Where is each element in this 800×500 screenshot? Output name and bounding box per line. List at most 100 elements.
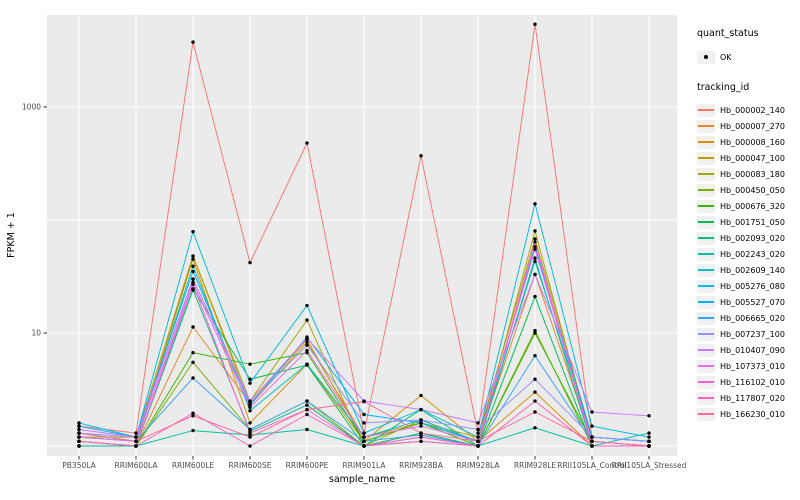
data-point <box>191 269 195 274</box>
data-point <box>248 381 252 385</box>
x-tick-label: RRIM928LE <box>514 461 557 470</box>
x-tick-label: RRIM600LA <box>115 461 159 470</box>
data-point <box>191 414 195 418</box>
line-swatch-icon <box>697 343 715 357</box>
data-point <box>305 340 309 344</box>
data-point <box>305 336 309 340</box>
data-point <box>590 424 594 428</box>
data-point <box>419 439 423 444</box>
data-point <box>419 435 423 439</box>
data-point <box>419 431 423 435</box>
data-point <box>533 240 537 244</box>
data-point <box>362 412 366 417</box>
line-swatch-icon <box>697 103 715 117</box>
data-point <box>362 439 366 444</box>
data-point <box>305 141 309 145</box>
legend-item-label: Hb_000008_160 <box>720 137 785 147</box>
legend-item-label: Hb_166230_010 <box>720 409 785 419</box>
x-tick-label: RRIM600SE <box>229 461 272 470</box>
data-point <box>533 256 537 260</box>
data-point <box>305 303 309 308</box>
legend-item-Hb_166230_010: Hb_166230_010 <box>697 406 800 422</box>
data-point <box>533 331 537 335</box>
data-point <box>191 411 195 415</box>
x-tick-label: RRII105LA_Control <box>557 461 627 470</box>
legend-item-Hb_010407_090: Hb_010407_090 <box>697 342 800 358</box>
legend-item-label: Hb_116102_010 <box>720 377 785 387</box>
legend-item-label: Hb_000002_140 <box>720 105 785 115</box>
legend-item-label: Hb_005527_070 <box>720 297 785 307</box>
legend-item-label: Hb_002093_020 <box>720 233 785 243</box>
y-tick-label: 10 <box>31 329 41 338</box>
data-point <box>191 254 195 258</box>
data-point <box>305 362 309 366</box>
data-point <box>476 421 480 425</box>
legend-item-Hb_107373_010: Hb_107373_010 <box>697 358 800 374</box>
data-point <box>305 427 309 432</box>
x-tick-label: RRIM928LA <box>457 461 501 470</box>
data-point <box>77 439 81 444</box>
legend-item-label: Hb_000047_100 <box>720 153 785 163</box>
x-tick-label: RRIM928BA <box>399 461 444 470</box>
legend-item-ok: OK <box>697 48 800 66</box>
data-point <box>476 431 480 435</box>
fpkm-line-chart: PB350LA RRIM600LA RRIM600LE RRIM600SE RRIM60… <box>6 15 687 485</box>
data-point <box>533 245 537 249</box>
data-point <box>191 282 195 286</box>
data-point <box>248 421 252 425</box>
data-point <box>248 409 252 413</box>
data-point <box>191 325 195 329</box>
data-point <box>533 272 537 277</box>
data-point <box>362 435 366 439</box>
data-point <box>191 257 195 261</box>
legend-item-Hb_007237_100: Hb_007237_100 <box>697 326 800 342</box>
data-point <box>590 435 594 439</box>
data-point <box>191 40 195 44</box>
data-point <box>419 424 423 428</box>
line-swatch-icon <box>697 247 715 261</box>
legend-item-Hb_000007_270: Hb_000007_270 <box>697 118 800 134</box>
legend-item-label: Hb_002609_140 <box>720 265 785 275</box>
data-point <box>134 444 138 448</box>
data-point <box>248 362 252 366</box>
data-point <box>77 421 81 425</box>
data-point <box>305 412 309 417</box>
data-point <box>533 247 537 252</box>
legend-title-quant-status: quant_status <box>697 28 759 39</box>
line-swatch-icon <box>697 183 715 197</box>
tracking-id-legend-list: Hb_000002_140 Hb_000007_270 Hb_000008_160 H… <box>690 102 800 422</box>
data-point <box>533 237 537 241</box>
data-point <box>134 435 138 439</box>
line-swatch-icon <box>697 199 715 213</box>
legend-item-label: Hb_000676_320 <box>720 201 785 211</box>
data-point <box>419 407 423 412</box>
data-point <box>305 348 309 353</box>
data-point <box>533 328 537 333</box>
line-swatch-icon <box>697 167 715 181</box>
data-point <box>533 259 537 264</box>
legend-item-label: Hb_117807_020 <box>720 393 785 403</box>
data-point <box>248 427 252 432</box>
data-point <box>476 435 480 439</box>
ok-point-icon <box>697 50 715 64</box>
data-point <box>419 421 423 425</box>
data-point <box>191 350 195 355</box>
legend-item-label: Hb_000007_270 <box>720 121 785 131</box>
data-point <box>362 421 366 425</box>
legend-item-label: Hb_107373_010 <box>720 361 785 371</box>
legend-item-Hb_000002_140: Hb_000002_140 <box>697 102 800 118</box>
data-point <box>191 376 195 380</box>
data-point <box>533 377 537 381</box>
legend-item-label: Hb_000450_050 <box>720 185 785 195</box>
data-point <box>590 444 594 448</box>
legend-item-label: Hb_001751_050 <box>720 217 785 227</box>
x-tick-label: RRIM901LA <box>343 461 387 470</box>
data-point <box>77 424 81 428</box>
data-point <box>305 407 309 412</box>
data-point <box>248 431 252 435</box>
data-point <box>362 444 366 448</box>
legend-item-Hb_000676_320: Hb_000676_320 <box>697 198 800 214</box>
data-point <box>362 399 366 404</box>
data-point <box>419 418 423 422</box>
